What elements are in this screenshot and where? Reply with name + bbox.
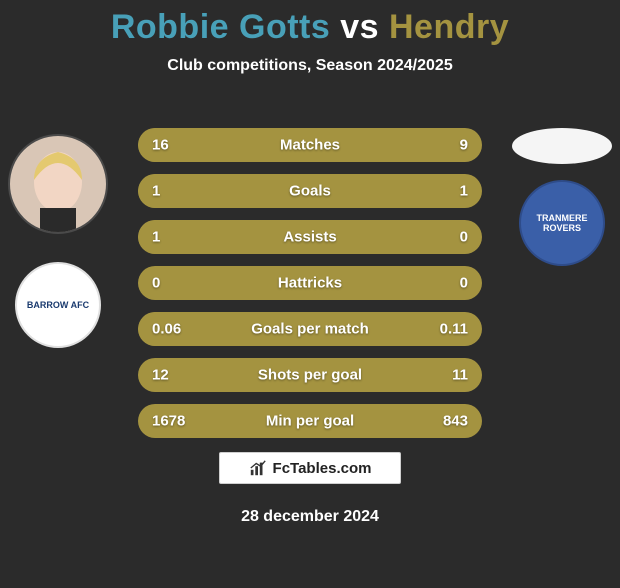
value-left: 1 (152, 229, 160, 246)
value-right: 0.11 (440, 321, 468, 338)
crest-label: TRANMERE ROVERS (527, 213, 597, 233)
stat-label: Shots per goal (258, 367, 362, 384)
value-left: 12 (152, 367, 169, 384)
stat-label: Assists (283, 229, 336, 246)
page-title: Robbie Gotts vs Hendry (0, 8, 620, 47)
footer-date: 28 december 2024 (0, 508, 620, 526)
value-right: 1 (460, 183, 468, 200)
footer-brand: FcTables.com (219, 452, 401, 484)
player1-club-crest: BARROW AFC (15, 262, 101, 348)
face-icon (18, 142, 98, 232)
brand-text: FcTables.com (273, 460, 372, 477)
right-badges-column: TRANMERE ROVERS (512, 128, 612, 266)
value-left: 0.06 (152, 321, 181, 338)
value-left: 0 (152, 275, 160, 292)
player2-silhouette (512, 128, 612, 164)
subtitle: Club competitions, Season 2024/2025 (0, 57, 620, 75)
left-badges-column: BARROW AFC (8, 134, 108, 348)
vs-text: vs (330, 8, 389, 46)
value-left: 1678 (152, 413, 185, 430)
crest-label: BARROW AFC (27, 300, 89, 310)
stat-label: Hattricks (278, 275, 342, 292)
stat-row: 1 Goals 1 (138, 174, 482, 208)
stats-rows-container: 16Matches91Goals11Assists00Hattricks00.0… (138, 128, 482, 438)
value-right: 9 (460, 137, 468, 154)
player1-photo (8, 134, 108, 234)
value-right: 11 (452, 367, 468, 384)
value-right: 843 (443, 413, 468, 430)
player2-name: Hendry (389, 8, 509, 46)
stat-row: 1 Assists 0 (138, 220, 482, 254)
stat-row: 1678 Min per goal 843 (138, 404, 482, 438)
stat-label: Min per goal (266, 413, 354, 430)
stat-label: Goals per match (251, 321, 369, 338)
value-left: 16 (152, 137, 169, 154)
stat-row: 12 Shots per goal 11 (138, 358, 482, 392)
value-right: 0 (460, 275, 468, 292)
stat-row: 0.06 Goals per match 0.11 (138, 312, 482, 346)
stat-row: 16 Matches 9 (138, 128, 482, 162)
stat-label: Matches (280, 137, 340, 154)
player1-name: Robbie Gotts (111, 8, 330, 46)
value-right: 0 (460, 229, 468, 246)
stat-label: Goals (289, 183, 331, 200)
chart-icon (249, 459, 267, 477)
player2-club-crest: TRANMERE ROVERS (519, 180, 605, 266)
stat-row: 0 Hattricks 0 (138, 266, 482, 300)
value-left: 1 (152, 183, 160, 200)
